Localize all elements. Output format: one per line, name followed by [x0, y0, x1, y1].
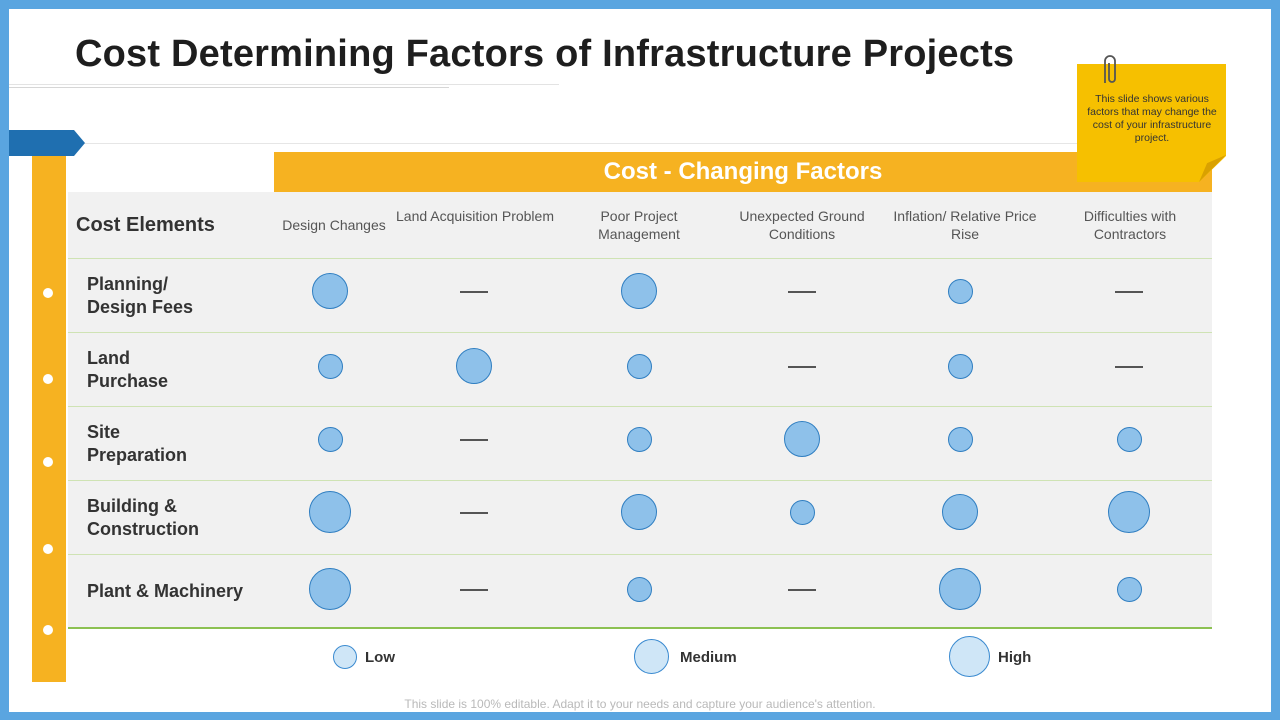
row-label-site: Site Preparation: [87, 421, 187, 467]
slide: Cost Determining Factors of Infrastructu…: [9, 9, 1271, 712]
table-bottom-rule: [68, 627, 1212, 629]
legend-high-label: High: [998, 649, 1032, 666]
bubble-high: [309, 568, 351, 610]
empty-cell-dash: [460, 589, 488, 591]
factors-table: [68, 192, 1212, 628]
bubble-low: [1116, 426, 1142, 452]
row-label-plant: Plant & Machinery: [87, 580, 243, 603]
bubble-low: [1116, 576, 1142, 602]
timeline-dot: [43, 544, 53, 554]
cost-elements-label: Cost Elements: [76, 214, 215, 236]
column-header: Poor Project Management: [598, 208, 680, 242]
bubble-medium: [621, 273, 657, 309]
paperclip-icon: [1104, 55, 1116, 83]
timeline-dot: [43, 457, 53, 467]
row-divider: [68, 332, 1212, 333]
legend-medium-circle: [634, 639, 669, 674]
timeline-dot: [43, 625, 53, 635]
bubble-medium: [621, 494, 657, 530]
row-label-line: Land: [87, 348, 130, 368]
row-label-planning: Planning/ Design Fees: [87, 273, 193, 319]
empty-cell-dash: [788, 291, 816, 293]
row-label-line: Purchase: [87, 371, 169, 391]
bubble-medium: [456, 348, 492, 384]
bubble-low: [947, 353, 973, 379]
legend-medium-label: Medium: [680, 649, 737, 666]
header-divider: [9, 143, 1079, 144]
bubble-high: [939, 568, 981, 610]
sticky-note: [1077, 64, 1226, 182]
bubble-low: [317, 353, 343, 379]
bubble-high: [1108, 491, 1150, 533]
empty-cell-dash: [460, 512, 488, 514]
title-underline-secondary: [9, 84, 559, 85]
row-divider: [68, 480, 1212, 481]
column-header: Design Changes: [282, 217, 386, 233]
cost-changing-factors-header: Cost - Changing Factors: [274, 152, 1212, 192]
column-header: Difficulties with Contractors: [1083, 208, 1177, 242]
sticky-note-text: This slide shows various factors that ma…: [1087, 93, 1217, 144]
row-label-building: Building & Construction: [87, 495, 199, 541]
bubble-low: [317, 426, 343, 452]
row-label-line: Site: [87, 422, 121, 442]
blue-arrow-tab: [9, 130, 85, 156]
bubble-low: [626, 353, 652, 379]
footer-text: This slide is 100% editable. Adapt it to…: [404, 697, 876, 711]
row-label-line: Plant & Machinery: [87, 581, 244, 601]
bubble-medium: [312, 273, 348, 309]
timeline-dot: [43, 288, 53, 298]
column-header: Land Acquisition Problem: [396, 208, 554, 224]
empty-cell-dash: [1115, 291, 1143, 293]
bubble-low: [789, 499, 815, 525]
bubble-medium: [942, 494, 978, 530]
bubble-low: [626, 576, 652, 602]
column-header: Inflation/ Relative Price Rise: [893, 208, 1037, 242]
empty-cell-dash: [460, 291, 488, 293]
bubble-low: [626, 426, 652, 452]
legend-high-circle: [949, 636, 990, 677]
page-title: Cost Determining Factors of Infrastructu…: [75, 33, 1015, 75]
row-divider: [68, 258, 1212, 259]
empty-cell-dash: [460, 439, 488, 441]
left-accent-bar: [32, 156, 66, 682]
row-divider: [68, 406, 1212, 407]
row-label-line: Preparation: [87, 445, 188, 465]
bubble-low: [947, 426, 973, 452]
legend-low-circle: [333, 645, 357, 669]
row-label-line: Construction: [87, 519, 199, 539]
empty-cell-dash: [1115, 366, 1143, 368]
row-label-line: Building &: [87, 496, 177, 516]
column-header: Unexpected Ground Conditions: [739, 208, 865, 242]
timeline-dot: [43, 374, 53, 384]
row-label-line: Design Fees: [87, 297, 194, 317]
row-label-land: Land Purchase: [87, 347, 168, 393]
bubble-medium: [784, 421, 820, 457]
row-divider: [68, 554, 1212, 555]
title-underline: [9, 87, 449, 88]
row-label-line: Planning/: [87, 274, 168, 294]
bubble-low: [947, 278, 973, 304]
bubble-high: [309, 491, 351, 533]
empty-cell-dash: [788, 366, 816, 368]
empty-cell-dash: [788, 589, 816, 591]
legend-low-label: Low: [365, 649, 395, 666]
